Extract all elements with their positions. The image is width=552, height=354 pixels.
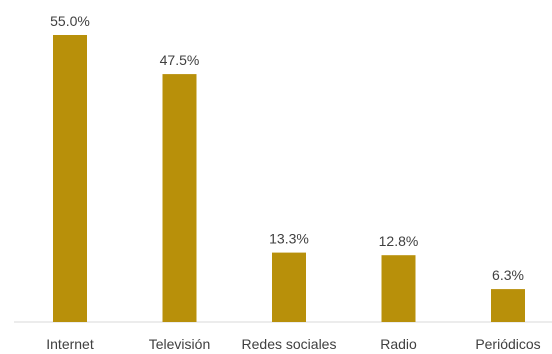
value-label-3: 12.8% <box>379 233 419 249</box>
category-label-3: Radio <box>380 336 417 352</box>
value-label-0: 55.0% <box>50 13 90 29</box>
value-label-1: 47.5% <box>160 52 200 68</box>
bar-3 <box>381 255 416 322</box>
bar-1 <box>162 74 197 322</box>
category-label-1: Televisión <box>149 336 210 352</box>
bar-4 <box>491 289 525 322</box>
value-label-4: 6.3% <box>492 267 524 283</box>
category-labels-group: Internet Televisión Redes sociales Radio Per… <box>46 336 540 352</box>
bars-group <box>53 35 525 322</box>
bar-2 <box>272 252 306 322</box>
bar-0 <box>53 35 87 322</box>
value-label-2: 13.3% <box>269 231 309 247</box>
value-labels-group: 55.0% 47.5% 13.3% 12.8% 6.3% <box>50 13 524 283</box>
category-label-2: Redes sociales <box>242 336 337 352</box>
category-label-0: Internet <box>46 336 94 352</box>
category-label-4: Periódicos <box>475 336 540 352</box>
